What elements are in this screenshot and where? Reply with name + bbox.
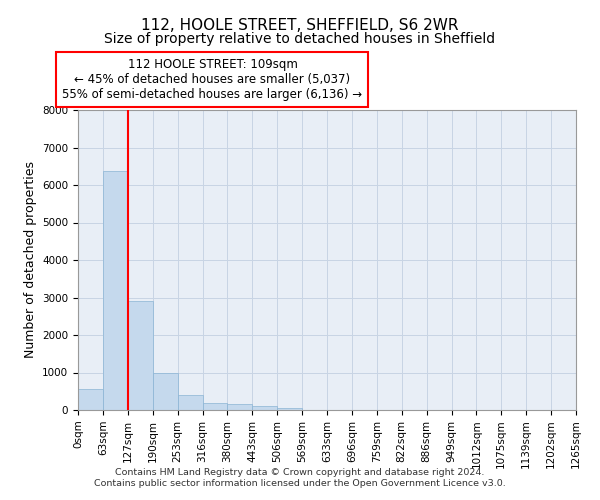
Bar xyxy=(152,373,178,410)
Bar xyxy=(227,404,253,410)
Bar xyxy=(203,404,227,410)
Text: 112 HOOLE STREET: 109sqm
← 45% of detached houses are smaller (5,037)
55% of sem: 112 HOOLE STREET: 109sqm ← 45% of detach… xyxy=(62,58,362,101)
Text: Contains HM Land Registry data © Crown copyright and database right 2024.
Contai: Contains HM Land Registry data © Crown c… xyxy=(94,468,506,487)
Bar xyxy=(128,301,153,410)
Bar xyxy=(277,408,302,410)
Bar xyxy=(253,406,277,410)
Y-axis label: Number of detached properties: Number of detached properties xyxy=(23,162,37,358)
Bar xyxy=(178,396,203,410)
Text: 112, HOOLE STREET, SHEFFIELD, S6 2WR: 112, HOOLE STREET, SHEFFIELD, S6 2WR xyxy=(141,18,459,32)
Text: Size of property relative to detached houses in Sheffield: Size of property relative to detached ho… xyxy=(104,32,496,46)
Bar xyxy=(78,389,103,410)
Bar xyxy=(103,171,128,410)
